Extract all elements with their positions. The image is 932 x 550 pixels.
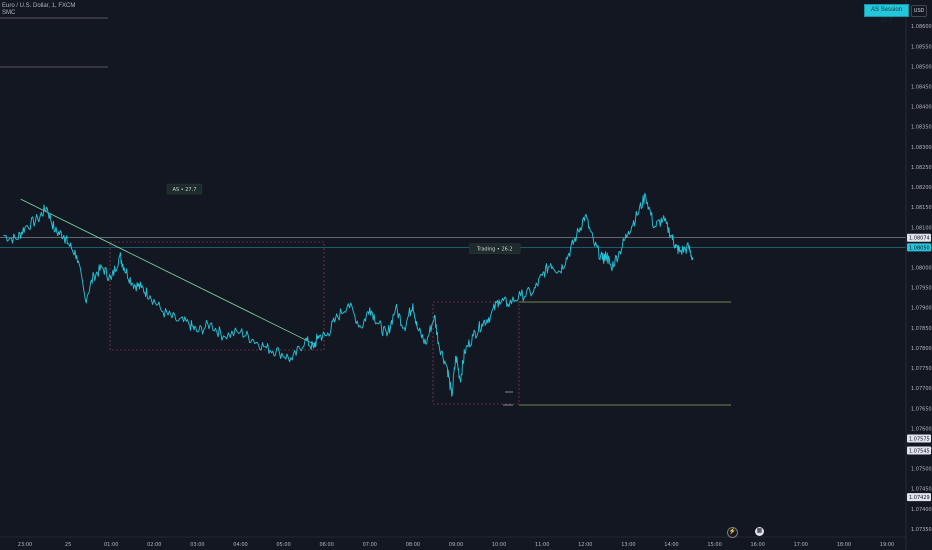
asia-range-box [109, 241, 325, 351]
price-level-label: 1.07545 [909, 449, 930, 455]
x-tick-label: 05:00 [276, 542, 290, 548]
x-tick-label: 08:00 [406, 542, 420, 548]
y-tick-label: 1.07500 [911, 467, 932, 473]
price-level-box [907, 493, 931, 502]
y-tick-label: 1.08150 [911, 205, 932, 211]
price-line [3, 192, 694, 397]
x-tick-label: 10:00 [492, 542, 506, 548]
y-tick-label: 1.08350 [911, 125, 932, 131]
y-tick-label: 1.07950 [911, 286, 932, 292]
time-axis[interactable]: 23:00 25 01:00 02:00 03:00 04:00 05:00 06:00 07:… [18, 542, 894, 548]
x-tick-label: 14:00 [664, 542, 678, 548]
trend-line[interactable] [20, 198, 314, 345]
y-tick-label: 1.07750 [911, 366, 932, 372]
x-tick-label: 06:00 [319, 542, 333, 548]
y-tick-label: 1.08250 [911, 165, 932, 171]
y-tick-label: 1.08400 [911, 105, 932, 111]
x-tick-label: 25 [65, 542, 71, 548]
price-levels [0, 237, 906, 248]
y-tick-label: 1.07800 [911, 346, 932, 352]
y-tick-label: 1.07400 [911, 507, 932, 513]
symbol-title: Euro / U.S. Dollar, 1, FXCM [2, 3, 76, 9]
x-tick-label: 18:00 [837, 542, 851, 548]
x-tick-label: 15:00 [707, 542, 721, 548]
price-level-label: 1.07575 [909, 436, 930, 442]
x-tick-label: 23:00 [18, 542, 32, 548]
as-session-badge: AS Session 27.7 [864, 4, 909, 24]
y-tick-label: 1.08550 [911, 44, 932, 50]
annotation-label: AS • 27.7 [173, 187, 197, 193]
flash-icon[interactable]: ⚡ [727, 527, 738, 538]
x-tick-label: 16:00 [750, 542, 764, 548]
y-tick-label: 1.08450 [911, 84, 932, 90]
annotations: AS • 27.7 Trading • 26.2 [166, 183, 521, 254]
x-tick-label: 01:00 [104, 542, 118, 548]
y-tick-label: 1.07900 [911, 306, 932, 312]
price-level-box [907, 446, 931, 455]
x-tick-label: 02:00 [147, 542, 161, 548]
y-tick-label: 1.08300 [911, 145, 932, 151]
x-tick-label: 07:00 [363, 542, 377, 548]
annotation-label: Trading • 26.2 [476, 247, 513, 253]
x-tick-label: 13:00 [621, 542, 635, 548]
y-tick-label: 1.07350 [911, 527, 932, 533]
y-tick-label: 1.08100 [911, 225, 932, 231]
calendar-icon[interactable]: ▦ [755, 527, 764, 536]
price-level-box [907, 243, 931, 252]
x-tick-label: 04:00 [233, 542, 247, 548]
indicator-label[interactable]: SMC [2, 10, 16, 16]
y-tick-label: 1.07700 [911, 386, 932, 392]
y-tick-label: 1.07850 [911, 326, 932, 332]
y-tick-label: 1.08000 [911, 265, 932, 271]
price-level-box [907, 233, 931, 242]
price-level-label: 1.07429 [909, 495, 930, 501]
smc-zones [0, 17, 731, 406]
y-tick-label: 1.08200 [911, 185, 932, 191]
price-level-label: 1.08050 [909, 245, 930, 251]
price-level-labels: 1.08074 1.08050 1.07575 1.07545 1.07429 [907, 233, 931, 502]
x-tick-label: 12:00 [578, 542, 592, 548]
price-axis[interactable]: 1.08600 1.08550 1.08500 1.08450 1.08400 1.083… [911, 24, 932, 533]
price-level-box [907, 434, 931, 443]
y-tick-label: 1.08600 [911, 24, 932, 30]
trading-range-box [432, 301, 520, 405]
y-tick-label: 1.07600 [911, 426, 932, 432]
x-tick-label: 19:00 [880, 542, 894, 548]
y-tick-label: 1.08500 [911, 64, 932, 70]
annotation-box [469, 243, 521, 254]
x-tick-label: 03:00 [190, 542, 204, 548]
price-series [3, 192, 694, 397]
price-level-label: 1.08074 [909, 236, 930, 242]
x-tick-label: 17:00 [794, 542, 808, 548]
y-tick-label: 1.07650 [911, 406, 932, 412]
x-tick-label: 09:00 [449, 542, 463, 548]
y-tick-label: 1.07450 [911, 487, 932, 493]
annotation-box [166, 183, 203, 195]
currency-button[interactable]: USD [911, 5, 927, 17]
x-tick-label: 11:00 [535, 542, 549, 548]
